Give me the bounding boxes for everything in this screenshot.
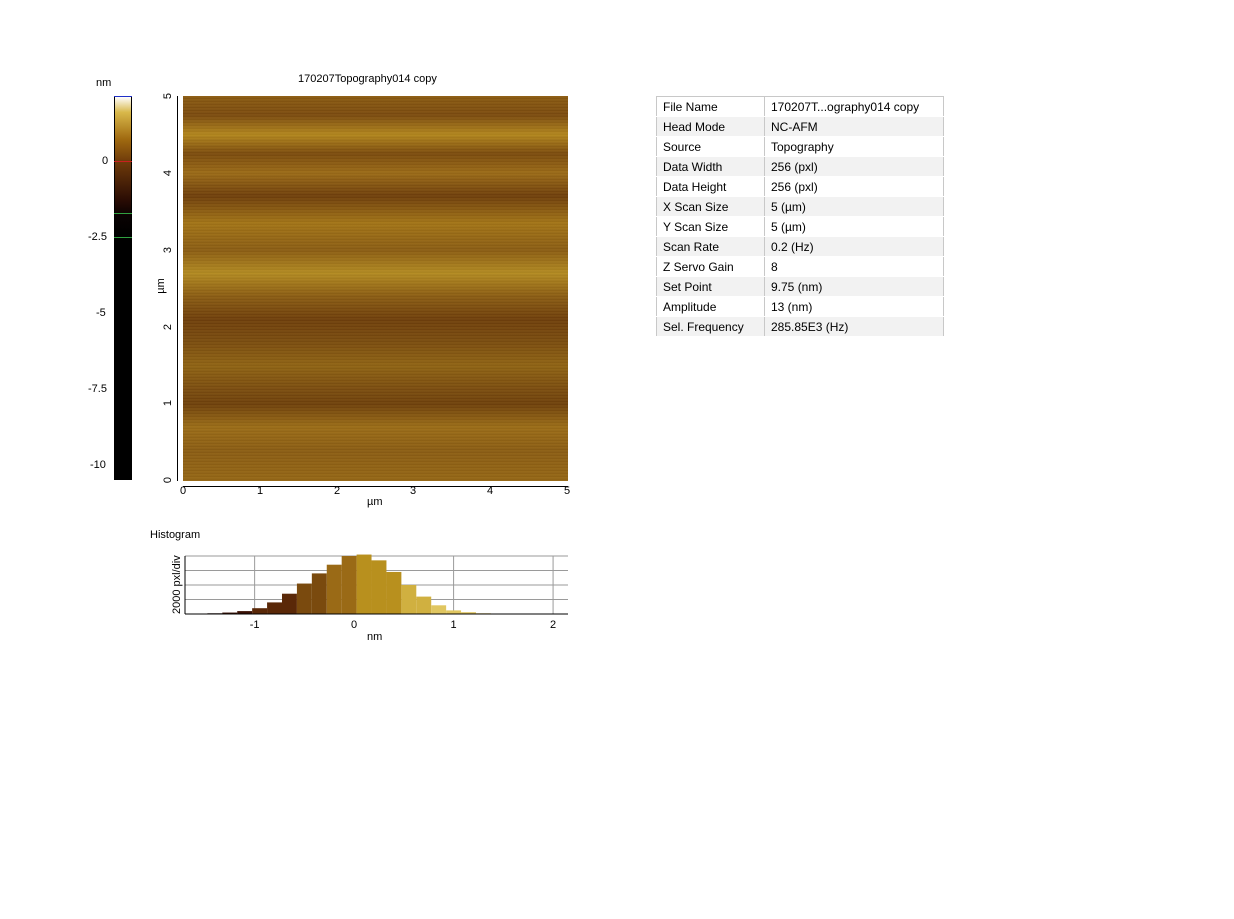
image-y-tick: 5 (162, 92, 175, 100)
table-row: Set Point 9.75 (nm) (656, 276, 944, 297)
colorbar-zero-marker (114, 161, 132, 162)
image-x-tick: 5 (564, 485, 571, 497)
table-row: Source Topography (656, 136, 944, 157)
histogram-bar (416, 596, 432, 614)
colorbar-tick: -7.5 (88, 383, 107, 395)
table-row: Head Mode NC-AFM (656, 116, 944, 137)
info-value: 256 (pxl) (764, 176, 944, 197)
info-value: 8 (764, 256, 944, 277)
scan-info-table: File Name 170207T...ography014 copy Head … (656, 96, 944, 337)
table-row: Amplitude 13 (nm) (656, 296, 944, 317)
colorbar-max-marker (114, 96, 132, 97)
info-key: Scan Rate (656, 236, 765, 257)
histogram-bar (371, 560, 387, 614)
image-x-axis (183, 486, 568, 487)
histogram-x-tick: -1 (250, 619, 260, 631)
histogram-y-label: 2000 pxl/div (171, 555, 183, 614)
histogram-bars (207, 554, 506, 614)
info-key: Source (656, 136, 765, 157)
image-x-tick: 2 (334, 485, 341, 497)
colorbar-tick: -5 (96, 307, 106, 319)
info-key: Data Width (656, 156, 765, 177)
image-y-tick: 2 (162, 323, 175, 331)
histogram-x-ticks: -1 0 1 2 (250, 619, 556, 631)
info-key: Data Height (656, 176, 765, 197)
table-row: Sel. Frequency 285.85E3 (Hz) (656, 316, 944, 337)
histogram-bar (341, 556, 357, 614)
histogram-bar (237, 611, 253, 614)
histogram-x-label: nm (367, 631, 382, 643)
table-row: Z Servo Gain 8 (656, 256, 944, 277)
histogram-bar (401, 585, 417, 614)
info-key: Sel. Frequency (656, 316, 765, 337)
info-value: 5 (µm) (764, 216, 944, 237)
info-value: 9.75 (nm) (764, 276, 944, 297)
colorbar-min-marker-2 (114, 237, 132, 238)
info-value: NC-AFM (764, 116, 944, 137)
image-y-tick: 3 (162, 246, 175, 254)
image-x-tick: 3 (410, 485, 417, 497)
image-y-tick: 4 (162, 169, 175, 177)
histogram-bar (386, 571, 402, 614)
histogram-bar (461, 612, 476, 614)
image-y-tick: 1 (162, 399, 175, 407)
histogram-bar (356, 554, 372, 614)
info-value: 13 (nm) (764, 296, 944, 317)
histogram-bar (446, 610, 462, 614)
histogram-bar (431, 605, 447, 614)
info-value: 256 (pxl) (764, 156, 944, 177)
image-x-label: µm (367, 496, 383, 508)
afm-topography-image[interactable] (183, 96, 568, 481)
histogram-bar (267, 602, 282, 614)
image-y-label: µm (154, 278, 167, 294)
image-x-tick: 1 (257, 485, 264, 497)
colorbar-min-marker (114, 213, 132, 214)
colorbar-tick: -10 (90, 459, 106, 471)
histogram-x-tick: 0 (351, 619, 357, 631)
info-value: 5 (µm) (764, 196, 944, 217)
histogram-x-tick: 2 (550, 619, 556, 631)
info-key: Z Servo Gain (656, 256, 765, 277)
histogram-bar (222, 612, 238, 614)
colorbar-unit: nm (96, 77, 112, 89)
image-y-axis (177, 96, 178, 481)
histogram-bar (252, 608, 268, 614)
info-key: File Name (656, 96, 765, 117)
histogram-bar (281, 593, 297, 614)
table-row: Scan Rate 0.2 (Hz) (656, 236, 944, 257)
table-row: File Name 170207T...ography014 copy (656, 96, 944, 117)
histogram-x-tick: 1 (451, 619, 457, 631)
histogram-title: Histogram (150, 529, 201, 541)
colorbar (114, 96, 132, 480)
table-row: Y Scan Size 5 (µm) (656, 216, 944, 237)
image-x-tick: 4 (487, 485, 494, 497)
histogram-bar (296, 583, 312, 614)
image-title: 170207Topography014 copy (298, 73, 437, 85)
info-key: Head Mode (656, 116, 765, 137)
histogram-bar (311, 573, 327, 614)
histogram-axes (184, 556, 568, 615)
info-value: 170207T...ography014 copy (764, 96, 944, 117)
info-key: Y Scan Size (656, 216, 765, 237)
info-key: Amplitude (656, 296, 765, 317)
colorbar-tick: 0 (102, 155, 109, 167)
info-value: Topography (764, 136, 944, 157)
info-key: X Scan Size (656, 196, 765, 217)
info-key: Set Point (656, 276, 765, 297)
image-y-tick: 0 (162, 476, 175, 484)
image-x-tick: 0 (180, 485, 187, 497)
histogram-chart: 2000 pxl/div nm -1 0 1 2 (171, 554, 568, 643)
table-row: Data Width 256 (pxl) (656, 156, 944, 177)
histogram-bar (326, 564, 342, 614)
info-value: 0.2 (Hz) (764, 236, 944, 257)
table-row: Data Height 256 (pxl) (656, 176, 944, 197)
colorbar-tick: -2.5 (88, 231, 107, 243)
table-row: X Scan Size 5 (µm) (656, 196, 944, 217)
info-value: 285.85E3 (Hz) (764, 316, 944, 337)
